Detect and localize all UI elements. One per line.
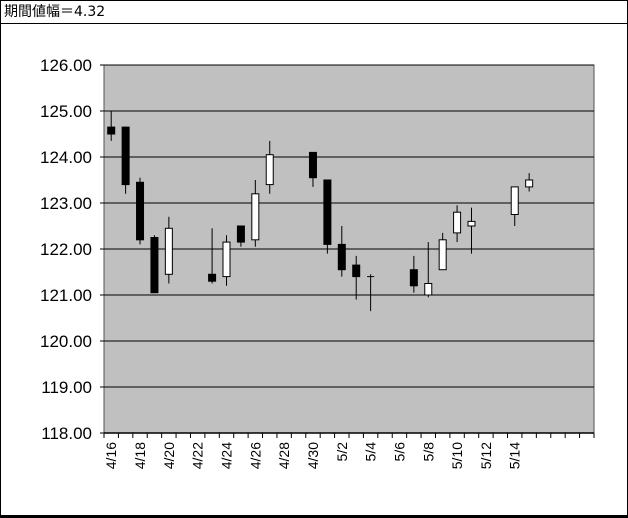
x-axis: 4/16 4/18 4/20 4/22 4/24 4/26 4/28 4/30 5/2 5/4 5/… — [103, 432, 595, 469]
candle-body — [164, 227, 173, 275]
candle — [438, 232, 447, 271]
y-tick-label: 123.00 — [40, 194, 92, 213]
candle-body — [453, 211, 462, 234]
x-tick-label: 5/12 — [478, 442, 494, 469]
candle — [453, 205, 462, 243]
candle — [424, 242, 433, 298]
candle — [236, 225, 245, 247]
candle — [208, 228, 217, 284]
candle-body — [121, 126, 130, 186]
y-tick-label: 120.00 — [40, 332, 92, 351]
candle — [467, 207, 476, 254]
candle-body — [352, 264, 361, 278]
x-tick-label: 5/2 — [334, 442, 350, 462]
y-tick-label: 122.00 — [40, 240, 92, 259]
candle — [367, 274, 375, 312]
y-axis-ticks: 118.00 119.00 120.00 121.00 122.00 123.00 124.… — [40, 56, 104, 443]
candle-body — [424, 283, 433, 296]
candle — [409, 255, 418, 293]
x-tick-label: 4/30 — [305, 442, 321, 469]
candle-body — [337, 243, 346, 271]
candle — [308, 151, 317, 187]
candle — [265, 140, 274, 194]
x-tick-label: 4/22 — [190, 442, 206, 469]
candle — [352, 255, 361, 300]
candle — [164, 216, 173, 284]
candle-body — [409, 269, 418, 287]
candle-body — [150, 237, 159, 294]
x-tick-label: 5/4 — [363, 442, 379, 462]
candles — [107, 111, 534, 312]
candle-body — [323, 179, 332, 245]
x-tick-label: 5/6 — [391, 442, 407, 462]
candle-body — [136, 181, 145, 241]
candle-body — [510, 186, 519, 215]
x-tick-label: 5/10 — [449, 442, 465, 469]
y-tick-label: 125.00 — [40, 102, 92, 121]
x-tick-label: 4/26 — [247, 442, 263, 469]
candle-body — [265, 154, 274, 186]
candle — [510, 186, 519, 226]
candle — [150, 235, 159, 294]
x-tick-label: 5/8 — [420, 442, 436, 462]
y-tick-label: 126.00 — [40, 56, 92, 75]
candle-body — [107, 126, 116, 135]
candle — [121, 126, 130, 194]
candle — [323, 179, 332, 254]
y-tick-label: 124.00 — [40, 148, 92, 167]
chart-title: 期間値幅＝4.32 — [0, 0, 628, 24]
y-tick-label: 118.00 — [41, 424, 92, 443]
candle-body — [251, 193, 260, 241]
y-tick-label: 119.00 — [41, 378, 92, 397]
candle — [136, 177, 145, 245]
candle — [222, 235, 231, 286]
y-tick-label: 121.00 — [40, 286, 92, 305]
candle — [525, 173, 534, 192]
candle-body — [525, 179, 534, 188]
candle-body — [236, 225, 245, 243]
candle-body — [222, 241, 231, 278]
candle — [251, 180, 260, 247]
x-tick-label: 4/18 — [132, 442, 148, 469]
x-tick-label: 5/14 — [507, 442, 523, 469]
candle-body — [438, 239, 447, 271]
x-tick-label: 4/16 — [103, 442, 119, 469]
candle-body — [467, 220, 476, 227]
candle-body — [308, 151, 317, 179]
x-tick-label: 4/28 — [276, 442, 292, 469]
x-tick-label: 4/24 — [219, 442, 235, 469]
candle — [107, 111, 116, 141]
candle — [337, 226, 346, 277]
x-tick-label: 4/20 — [161, 442, 177, 469]
candle-body — [208, 273, 217, 282]
